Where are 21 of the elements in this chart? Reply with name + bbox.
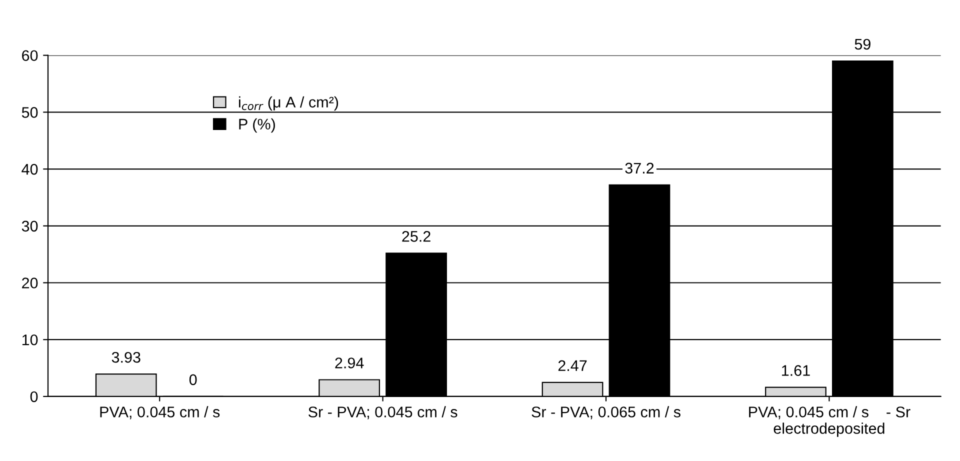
data-label: 2.94	[335, 358, 364, 368]
y-tick-label: 50	[22, 107, 38, 118]
y-tick-label: 10	[22, 334, 38, 346]
y-tick-label: 30	[22, 220, 38, 232]
x-tick-label: Sr - PVA; 0.065 cm / s	[532, 406, 680, 420]
legend-label: P (%)	[239, 118, 275, 133]
data-label: 37.2	[625, 162, 654, 174]
data-label: 25.2	[402, 231, 430, 242]
x-tick-label: PVA; 0.045 cm / s - Sr electrodeposited	[749, 406, 910, 437]
data-label: 0	[189, 374, 197, 386]
y-tick-label: 40	[22, 164, 38, 175]
legend-label: i$_{corr}$ (μ A / cm²)	[238, 96, 338, 111]
y-tick-label: 20	[22, 278, 38, 288]
data-label: 2.47	[558, 360, 587, 371]
y-tick-label: 60	[22, 50, 38, 62]
data-label: 3.93	[112, 352, 140, 363]
data-label: 1.61	[782, 365, 810, 376]
data-label: 59	[854, 38, 870, 50]
x-tick-label: Sr - PVA; 0.045 cm / s	[308, 406, 458, 420]
y-tick-label: 0	[30, 391, 38, 402]
x-tick-label: PVA; 0.045 cm / s	[100, 406, 220, 420]
